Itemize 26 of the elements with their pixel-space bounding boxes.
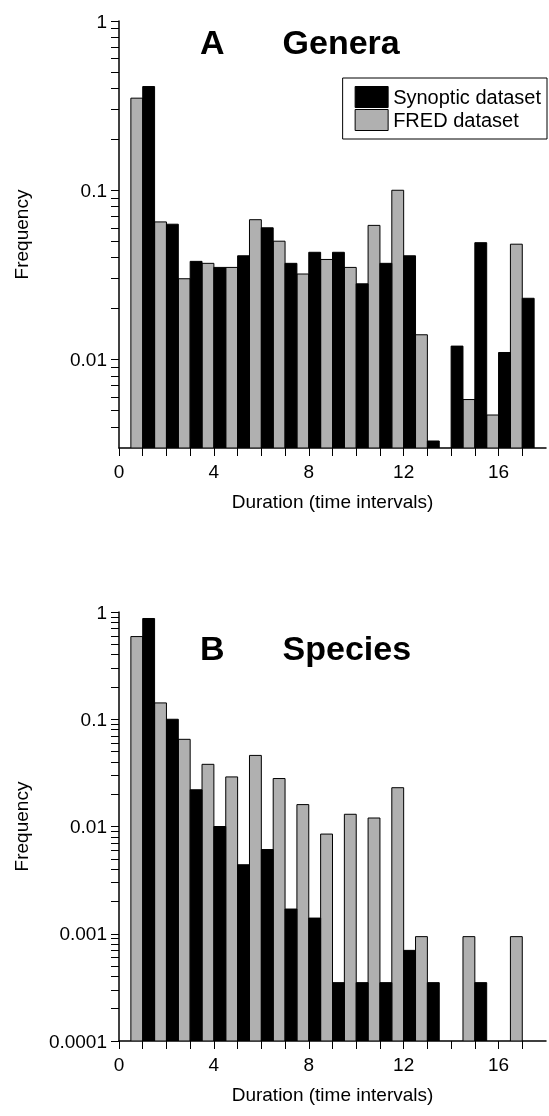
x-tick-label: 0 — [113, 461, 125, 482]
chart-title: A Genera — [200, 23, 400, 61]
legend-label: Synoptic dataset — [393, 86, 542, 108]
x-tick-label: 4 — [208, 1054, 220, 1075]
x-tick-label: 0 — [113, 1054, 125, 1075]
x-tick-label: 12 — [393, 1054, 415, 1075]
y-axis-title: Frequency — [11, 189, 32, 280]
y-tick-label: 0.01 — [70, 816, 107, 837]
y-tick-label: 0.1 — [80, 708, 107, 730]
y-tick-label: 1 — [96, 10, 107, 32]
chart-title: B Species — [200, 629, 412, 667]
y-tick-label: 1 — [96, 601, 107, 623]
legend-label: FRED dataset — [393, 109, 520, 131]
y-tick-label: 0.1 — [80, 179, 107, 201]
x-tick-label: 4 — [208, 461, 220, 482]
x-tick-label: 16 — [487, 1054, 510, 1075]
x-tick-label: 8 — [303, 461, 315, 482]
y-tick-label: 0.01 — [70, 349, 107, 370]
x-tick-label: 16 — [487, 461, 510, 482]
x-axis-title: Duration (time intervals) — [231, 1084, 434, 1105]
x-tick-label: 8 — [303, 1054, 315, 1075]
x-axis-title: Duration (time intervals) — [231, 491, 434, 512]
x-tick-label: 12 — [393, 461, 415, 482]
y-axis-title: Frequency — [11, 781, 32, 872]
y-tick-label: 0.0001 — [48, 1030, 107, 1052]
y-tick-label: 0.001 — [59, 923, 107, 945]
